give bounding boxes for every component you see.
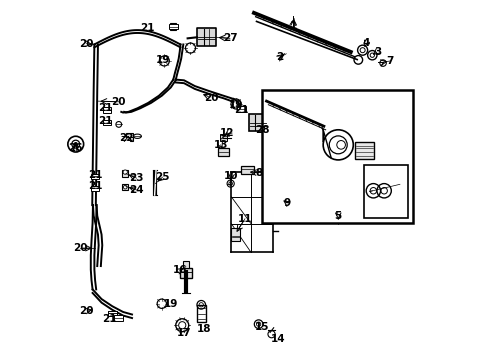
Text: 20: 20 [112,97,126,107]
Bar [180,267,192,278]
Text: 20: 20 [73,243,87,253]
Bar [218,148,229,156]
Bar [231,228,240,241]
Circle shape [74,143,77,145]
Text: 22: 22 [119,133,133,143]
Text: 21: 21 [102,314,117,324]
Text: 5: 5 [335,211,342,221]
Bar [108,311,117,316]
Text: 7: 7 [387,56,394,66]
Bar [196,28,216,45]
Bar [122,170,128,177]
Text: 17: 17 [177,328,192,338]
Text: 19: 19 [164,299,179,309]
Text: 21: 21 [234,105,248,115]
Text: 9: 9 [284,198,291,208]
Text: 19: 19 [156,55,171,65]
Bar [108,311,117,316]
Text: 25: 25 [155,172,170,182]
Text: 15: 15 [255,322,270,332]
Text: 23: 23 [129,173,144,183]
Text: 21: 21 [98,116,113,126]
Bar [171,23,176,30]
Text: 11: 11 [238,214,252,224]
Text: 12: 12 [220,128,234,138]
Text: 21: 21 [98,103,113,113]
Text: 20: 20 [79,39,94,49]
Bar [122,184,128,190]
Bar [241,166,254,174]
Circle shape [123,185,127,189]
Bar [237,107,245,112]
Text: 2: 2 [276,52,284,62]
Bar [130,137,133,140]
Text: 10: 10 [224,171,239,181]
Text: 14: 14 [270,333,285,343]
Text: 24: 24 [129,185,144,195]
Text: 21: 21 [88,170,102,180]
Text: 20: 20 [204,93,218,103]
Text: 18: 18 [196,324,211,334]
Text: 19: 19 [229,100,243,110]
Bar [115,315,123,321]
Bar [220,134,227,140]
Bar [262,90,413,223]
Text: 27: 27 [222,33,237,43]
Text: 16: 16 [172,265,187,275]
Bar [364,165,408,218]
Text: 21: 21 [88,181,102,192]
Bar [91,186,99,191]
Text: 3: 3 [374,46,381,57]
Bar [183,261,189,267]
Text: 28: 28 [255,125,270,135]
Bar [197,305,205,322]
Text: 20: 20 [79,306,94,316]
Bar [248,114,267,131]
Bar [169,24,177,29]
Text: 13: 13 [213,140,228,150]
Bar [91,174,99,179]
Bar [102,108,111,113]
Text: 8: 8 [255,168,262,178]
Bar [125,133,133,137]
Text: 26: 26 [69,143,83,153]
Text: 4: 4 [363,38,370,48]
Text: 21: 21 [140,23,155,33]
Text: 6: 6 [395,179,403,189]
Bar [102,120,111,125]
Bar [355,142,374,159]
Text: 1: 1 [290,21,297,31]
Circle shape [123,170,127,174]
